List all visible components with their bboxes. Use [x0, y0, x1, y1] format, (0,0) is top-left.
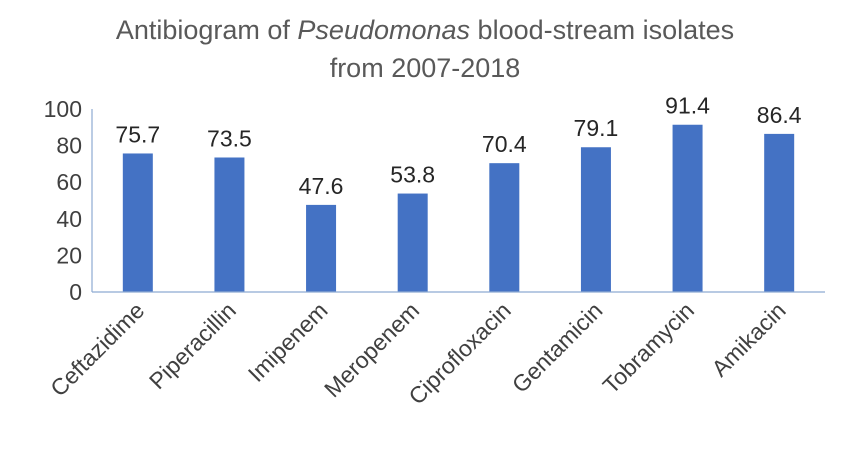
bar [764, 133, 795, 292]
y-tick-label: 0 [69, 279, 82, 305]
category-label: Gentamicin [507, 297, 608, 398]
data-labels: 75.7 73.5 47.6 53.8 70.4 79.1 91.4 86.4 [115, 93, 801, 199]
data-label: 91.4 [665, 93, 710, 119]
chart-title: Antibiogram of Pseudomonas blood-stream … [116, 15, 734, 45]
category-label: Ceftazidime [45, 297, 149, 401]
data-label: 47.6 [299, 173, 344, 199]
bar [397, 193, 428, 292]
bar [580, 147, 611, 292]
bars [122, 124, 795, 292]
y-tick-label: 40 [56, 206, 82, 232]
data-label: 86.4 [757, 102, 802, 128]
bar [489, 163, 520, 292]
bar [122, 153, 153, 292]
data-label: 53.8 [390, 162, 435, 188]
bar [306, 204, 337, 292]
y-axis: 0 20 40 60 80 100 [44, 96, 93, 305]
category-label: Tobramycin [598, 297, 700, 399]
chart-title-line2: from 2007-2018 [330, 53, 521, 83]
bar [672, 124, 703, 292]
data-label: 79.1 [574, 115, 619, 141]
chart-title-suffix: blood-stream isolates [470, 15, 734, 45]
chart-title-italic: Pseudomonas [297, 15, 470, 45]
y-tick-label: 80 [56, 133, 82, 159]
chart-title-prefix: Antibiogram of [116, 15, 298, 45]
category-label: Imipenem [243, 297, 333, 387]
category-label: Amikacin [706, 297, 790, 381]
data-label: 73.5 [207, 125, 252, 151]
category-label: Piperacillin [144, 297, 241, 394]
y-tick-label: 20 [56, 242, 82, 268]
data-label: 75.7 [115, 121, 160, 147]
y-tick-label: 100 [44, 96, 82, 122]
data-label: 70.4 [482, 131, 527, 157]
y-tick-label: 60 [56, 169, 82, 195]
bar [214, 157, 245, 292]
